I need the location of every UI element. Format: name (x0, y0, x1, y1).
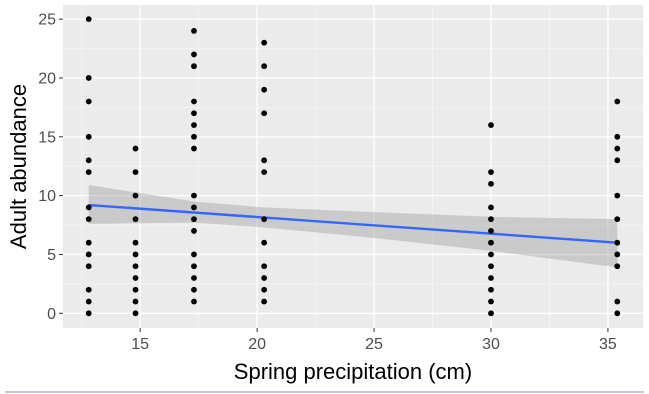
y-axis: 0 5 10 15 20 25 (38, 12, 63, 323)
data-point (191, 298, 197, 305)
data-point (85, 16, 92, 23)
data-point (191, 27, 197, 34)
data-point (132, 192, 139, 199)
data-point (85, 286, 92, 293)
data-point (261, 63, 268, 70)
confidence-band (88, 185, 618, 268)
x-tick-label: 30 (482, 336, 500, 353)
data-point (132, 298, 139, 305)
data-points (85, 16, 621, 317)
data-point (191, 192, 197, 199)
data-point (191, 51, 197, 58)
data-point (261, 157, 268, 164)
data-point (488, 204, 494, 211)
data-point (191, 275, 197, 281)
y-tick-label: 5 (47, 247, 56, 264)
data-point (488, 286, 494, 293)
data-point (488, 122, 494, 128)
data-point (85, 169, 92, 175)
data-point (261, 216, 268, 223)
y-tick-label: 10 (38, 188, 56, 205)
data-point (261, 298, 268, 305)
data-point (191, 110, 197, 117)
data-point (488, 310, 494, 317)
data-point (191, 216, 197, 223)
x-tick-label: 25 (365, 336, 383, 353)
y-tick-label: 20 (38, 70, 56, 87)
data-point (85, 239, 92, 246)
data-point (261, 169, 268, 175)
data-point (191, 122, 197, 128)
x-tick-label: 35 (599, 336, 617, 353)
data-point (191, 133, 197, 140)
data-point (614, 145, 621, 152)
data-point (614, 98, 621, 105)
data-point (261, 286, 268, 293)
data-point (191, 228, 197, 234)
data-point (614, 251, 621, 258)
data-point (614, 298, 621, 305)
data-point (261, 275, 268, 281)
data-point (261, 39, 268, 46)
data-point (261, 263, 268, 270)
y-tick-label: 0 (47, 306, 56, 323)
data-point (614, 133, 621, 140)
data-point (488, 263, 494, 270)
data-point (85, 251, 92, 258)
data-point (85, 310, 92, 317)
data-point (85, 98, 92, 105)
data-point (132, 263, 139, 270)
y-tick-label: 15 (38, 129, 56, 146)
data-point (85, 263, 92, 270)
data-point (132, 251, 139, 258)
data-point (132, 275, 139, 281)
data-point (488, 298, 494, 305)
data-point (488, 275, 494, 281)
data-point (614, 216, 621, 223)
data-point (191, 204, 197, 211)
data-point (488, 239, 494, 246)
data-point (132, 310, 139, 317)
minor-grid (63, 5, 643, 328)
data-point (261, 110, 268, 117)
data-point (85, 216, 92, 223)
data-point (132, 145, 139, 152)
data-point (488, 216, 494, 223)
data-point (85, 133, 92, 140)
data-point (191, 286, 197, 293)
major-grid (63, 5, 643, 328)
data-point (488, 251, 494, 258)
data-point (614, 157, 621, 164)
data-point (85, 157, 92, 164)
data-point (488, 228, 494, 234)
data-point (614, 192, 621, 199)
data-point (191, 98, 197, 105)
data-point (85, 298, 92, 305)
x-axis-title: Spring precipitation (cm) (234, 359, 472, 384)
data-point (132, 216, 139, 223)
data-point (191, 63, 197, 70)
y-axis-title: Adult abundance (6, 84, 31, 249)
x-tick-label: 15 (131, 336, 149, 353)
data-point (614, 239, 621, 246)
data-point (261, 86, 268, 93)
data-point (132, 286, 139, 293)
data-point (85, 75, 92, 81)
data-point (191, 251, 197, 258)
data-point (614, 263, 621, 270)
y-tick-label: 25 (38, 12, 56, 29)
data-point (614, 310, 621, 317)
data-point (191, 145, 197, 152)
data-point (85, 204, 92, 211)
data-point (191, 263, 197, 270)
data-point (261, 239, 268, 246)
data-point (488, 180, 494, 187)
data-point (488, 169, 494, 175)
x-axis: 15 20 25 30 35 (131, 328, 617, 353)
data-point (132, 169, 139, 175)
trend-line (88, 203, 618, 244)
x-tick-label: 20 (248, 336, 266, 353)
data-point (132, 239, 139, 246)
